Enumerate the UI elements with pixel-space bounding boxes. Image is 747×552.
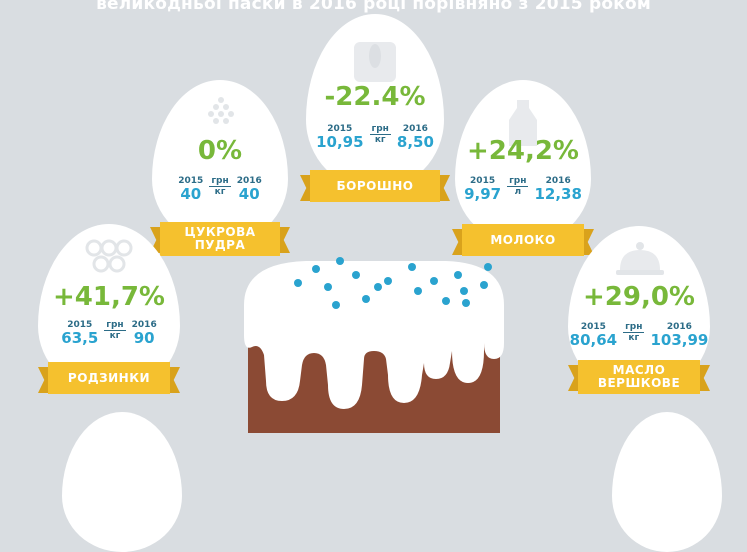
price-2016: 40	[238, 185, 260, 203]
raisins-icon	[85, 239, 133, 273]
egg-milk: +24,2% 2015 9,97 грн л 2016 12,38	[455, 80, 591, 245]
unit: грн кг	[209, 176, 231, 197]
ribbon-sugar: ЦУКРОВА ПУДРА	[150, 222, 290, 256]
raisins-percent: +41,7%	[53, 282, 165, 312]
raisins-label: РОДЗИНКИ	[48, 362, 170, 394]
butter-percent: +29,0%	[583, 282, 695, 312]
milk-prices: 2015 9,97 грн л 2016 12,38	[455, 176, 591, 202]
price-2015: 80,64	[569, 331, 618, 349]
ribbon-butter: МАСЛО ВЕРШКОВЕ	[568, 360, 710, 394]
price-2016: 90	[133, 329, 155, 347]
egg-partial-left	[62, 412, 182, 552]
infographic-title: великодньої паски в 2016 році порівняно …	[96, 0, 651, 14]
year-2016: 2016	[131, 320, 157, 330]
flour-prices: 2015 10,95 грн кг 2016 8,50	[306, 124, 444, 150]
price-2015: 10,95	[316, 133, 364, 151]
year-2015: 2015	[327, 124, 353, 134]
butter-dish-icon	[616, 242, 664, 275]
sugar-label: ЦУКРОВА ПУДРА	[160, 222, 280, 256]
year-2016: 2016	[666, 322, 692, 332]
cake-icing	[244, 261, 504, 409]
year-2015: 2015	[67, 320, 93, 330]
price-2015: 9,97	[464, 185, 502, 203]
sprinkles	[294, 257, 492, 309]
year-2015: 2015	[178, 176, 204, 186]
year-2016: 2016	[402, 124, 428, 134]
year-2016: 2016	[545, 176, 571, 186]
sugar-percent: 0%	[197, 136, 243, 166]
unit: грн кг	[623, 322, 645, 343]
unit: грн кг	[369, 124, 391, 145]
ribbon-milk: МОЛОКО	[452, 224, 594, 256]
ribbon-raisins: РОДЗИНКИ	[38, 362, 180, 394]
price-2016: 103,99	[650, 331, 709, 349]
year-2015: 2015	[580, 322, 606, 332]
sugar-pile-icon	[208, 97, 234, 124]
easter-cake-illustration	[244, 257, 504, 433]
flour-percent: -22.4%	[324, 82, 426, 112]
milk-percent: +24,2%	[467, 136, 579, 166]
wheat-icon	[354, 42, 396, 82]
year-2015: 2015	[470, 176, 496, 186]
price-2016: 8,50	[396, 133, 434, 151]
butter-label: МАСЛО ВЕРШКОВЕ	[578, 360, 700, 394]
egg-sugar: 0% 2015 40 грн кг 2016 40	[152, 80, 288, 245]
price-2016: 12,38	[534, 185, 582, 203]
butter-prices: 2015 80,64 грн кг 2016 103,99	[568, 322, 710, 348]
raisins-prices: 2015 63,5 грн кг 2016 90	[38, 320, 180, 346]
unit: грн кг	[104, 320, 126, 341]
egg-flour: -22.4% 2015 10,95 грн кг 2016 8,50	[306, 14, 444, 190]
unit: грн л	[507, 176, 529, 197]
price-2015: 40	[180, 185, 202, 203]
price-2015: 63,5	[61, 329, 99, 347]
sugar-prices: 2015 40 грн кг 2016 40	[152, 176, 288, 202]
ribbon-flour: БОРОШНО	[300, 170, 450, 202]
egg-raisins: +41,7% 2015 63,5 грн кг 2016 90	[38, 224, 180, 394]
flour-label: БОРОШНО	[310, 170, 440, 202]
year-2016: 2016	[236, 176, 262, 186]
milk-bottle-icon	[509, 100, 537, 146]
milk-label: МОЛОКО	[462, 224, 584, 256]
egg-partial-right	[612, 412, 722, 552]
